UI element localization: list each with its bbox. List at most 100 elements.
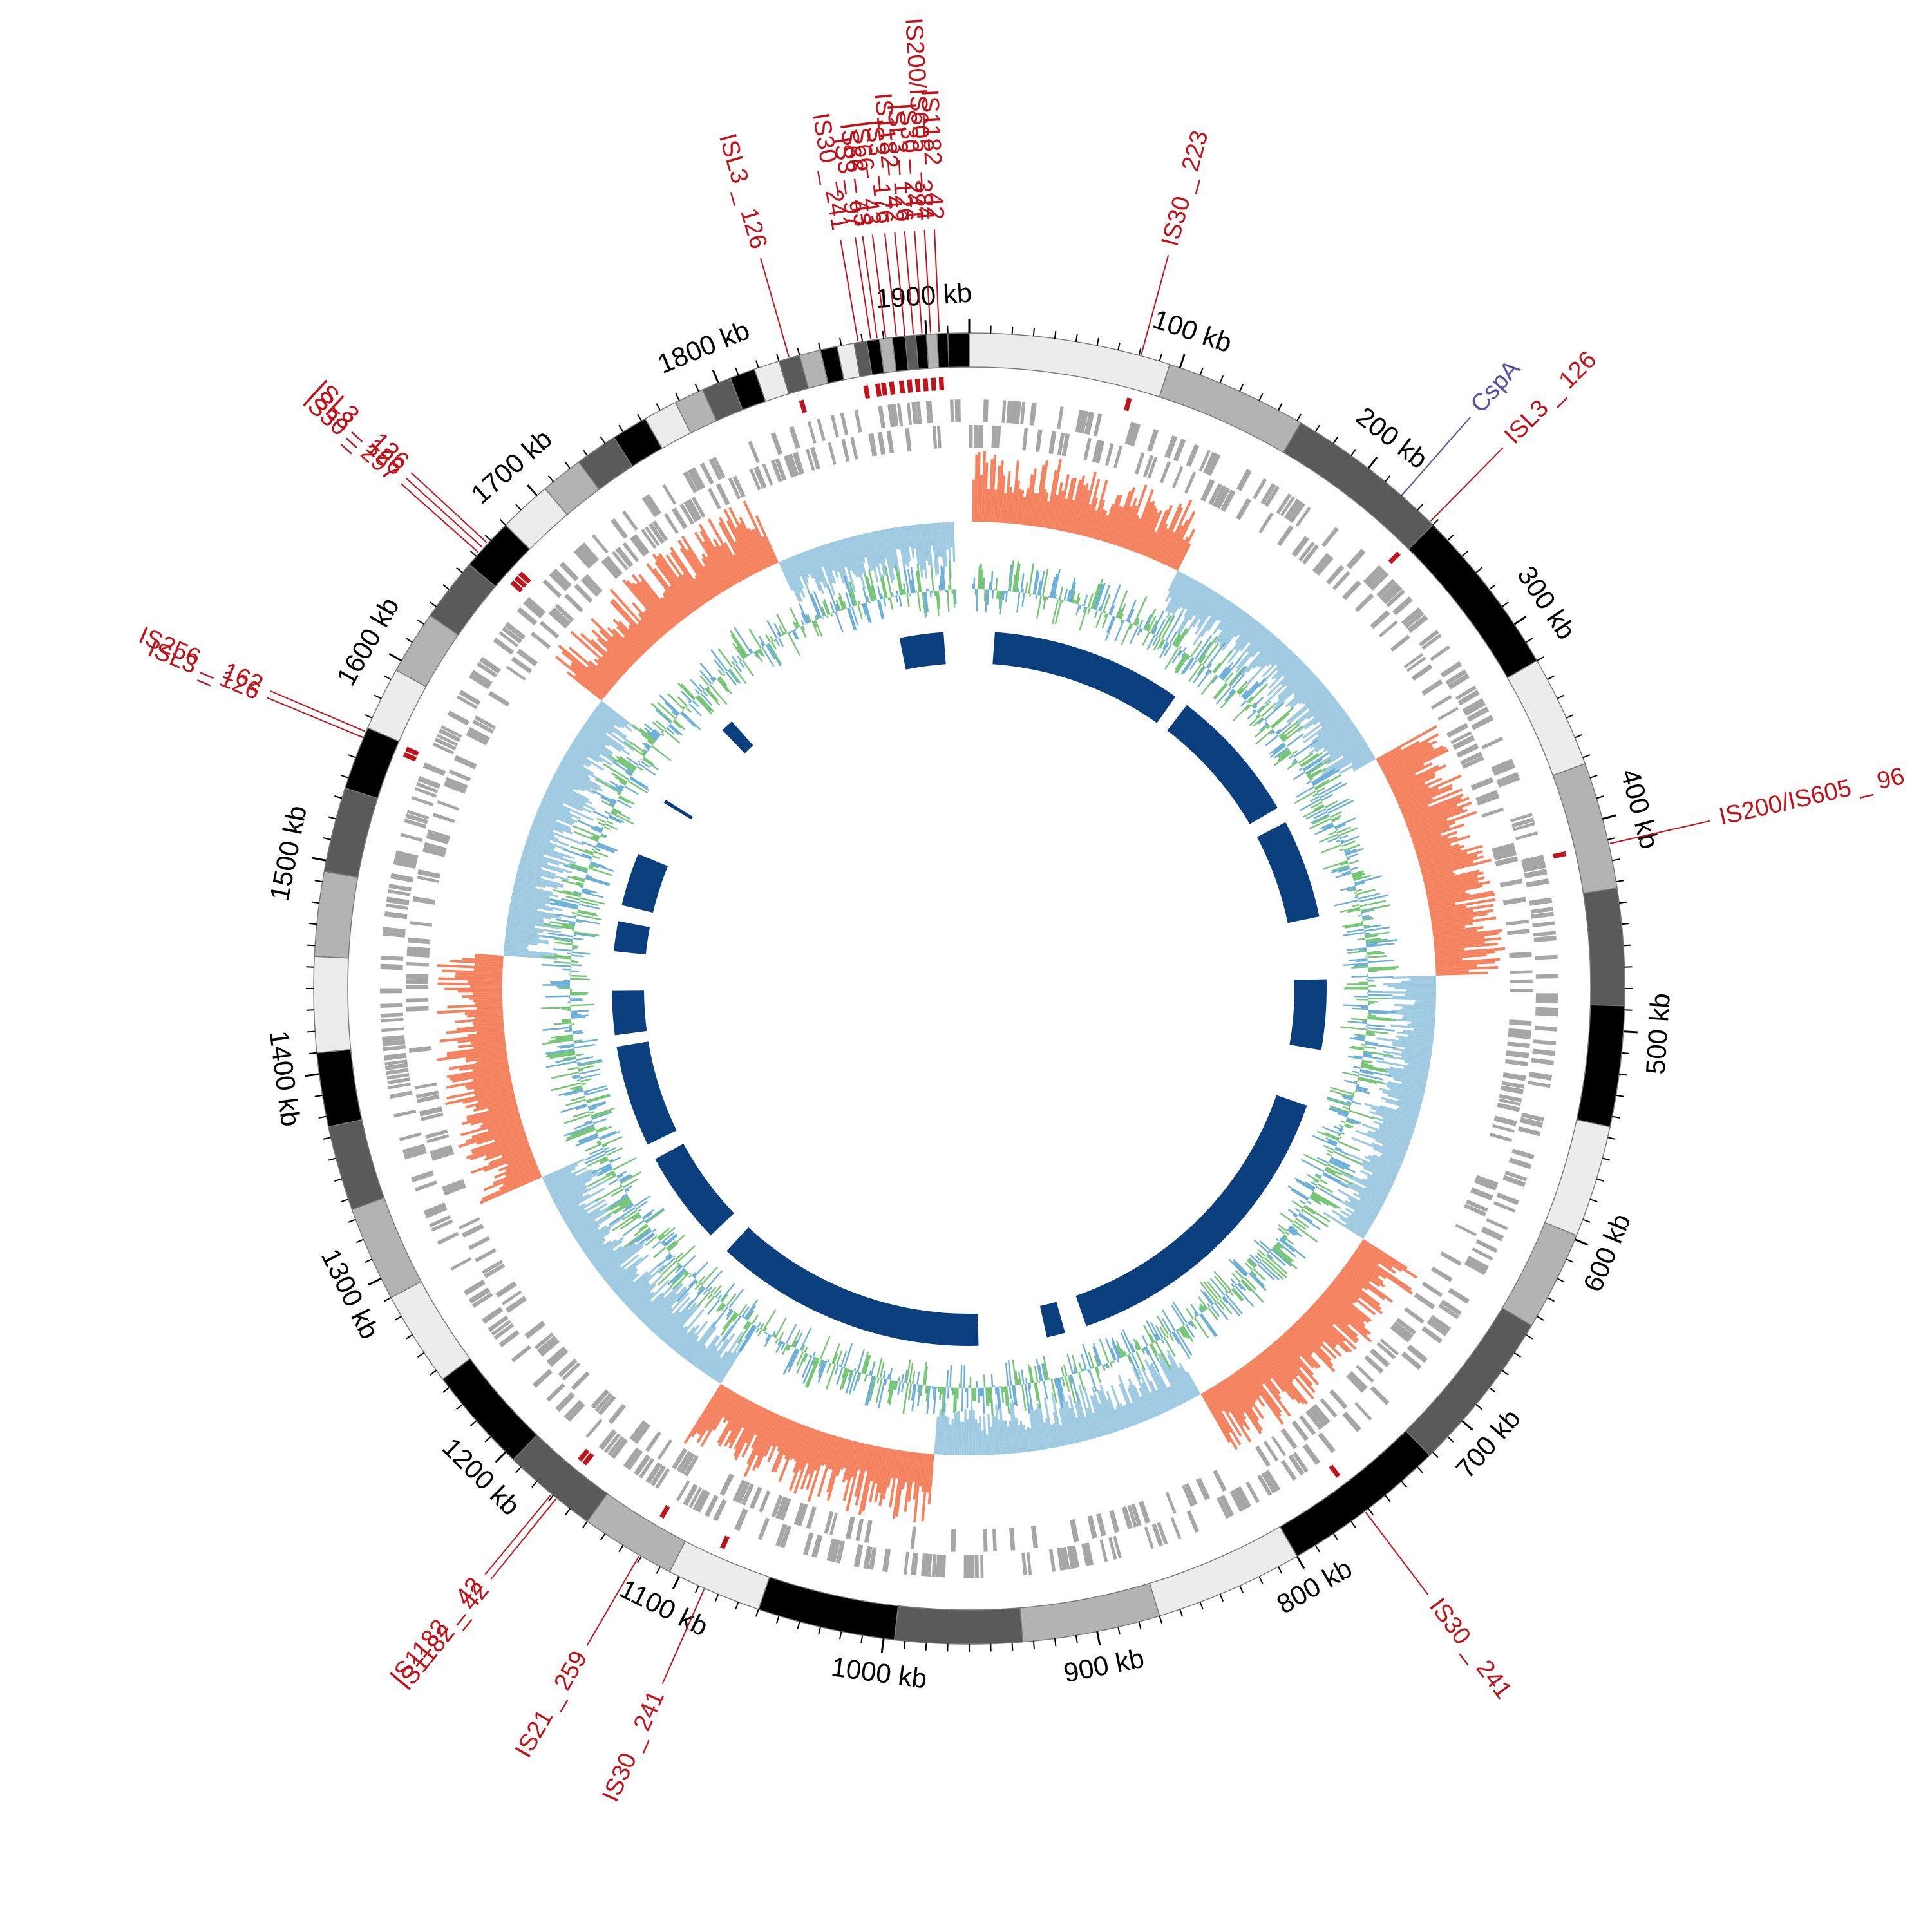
gc-skew-bar (1083, 478, 1101, 536)
is-element-mark (405, 746, 419, 757)
gc-skew-bar (699, 1324, 734, 1372)
gc-content-bar (1343, 1004, 1368, 1007)
is-label: IS30 _ 223 (1157, 128, 1214, 249)
scale-block (313, 956, 352, 1054)
blast-segment (612, 990, 647, 1036)
gc-content-bar (1021, 1384, 1027, 1411)
gc-skew-bar (542, 799, 571, 813)
gc-skew-bar (951, 522, 956, 562)
gc-skew-bar (1403, 1066, 1429, 1074)
gc-content-bar (1349, 1110, 1375, 1120)
gene-bar (904, 1551, 909, 1575)
gc-skew-bar (1415, 836, 1458, 852)
gene-bar (1498, 776, 1520, 788)
gene-bar (775, 1496, 788, 1519)
gc-content-bar (1224, 672, 1234, 683)
gc-skew-bar (1397, 1031, 1434, 1037)
gc-content-bar (638, 763, 656, 776)
gc-skew-bar (1135, 505, 1157, 554)
gc-skew-bar (1235, 630, 1272, 673)
gc-content-bar (1116, 1345, 1123, 1358)
gc-content-bar (630, 741, 647, 755)
gene-bar (1220, 1495, 1235, 1517)
gc-skew-bar (1302, 1314, 1337, 1349)
gc-skew-bar (475, 1015, 504, 1019)
gc-skew-bar (575, 1224, 600, 1242)
gc-content-bar (609, 802, 615, 807)
gene-bar (925, 400, 933, 424)
gc-content-bar (1164, 643, 1172, 656)
gc-content-bar (645, 746, 650, 751)
gc-skew-bar (1416, 835, 1471, 854)
gc-skew-bar (585, 721, 625, 750)
gc-content-bar (753, 651, 759, 658)
gc-content-bar (700, 692, 713, 706)
scale-tick (1489, 584, 1496, 591)
gc-skew-bar (650, 1307, 673, 1331)
gc-skew-bar (504, 944, 527, 949)
gc-content-bar (578, 1065, 595, 1070)
scale-tick (1557, 1278, 1565, 1283)
gc-content-bar (1325, 1168, 1336, 1175)
gc-content-bar (571, 1095, 585, 1102)
gc-content-bar (1081, 604, 1084, 606)
gene-bar (1332, 571, 1350, 591)
gc-content-bar (1325, 1166, 1342, 1176)
gc-content-bar (704, 1295, 715, 1309)
gc-content-bar (1120, 619, 1123, 623)
gc-skew-bar (789, 556, 804, 589)
gene-bar (611, 551, 629, 571)
gc-content-bar (1150, 1321, 1161, 1340)
gene-bar (1302, 544, 1320, 565)
scale-tick (314, 880, 323, 883)
gc-content-bar (602, 1144, 608, 1148)
gene-bar (386, 1073, 410, 1080)
gc-content-bar (1001, 1386, 1005, 1403)
gc-skew-bar (1213, 607, 1241, 645)
gc-skew-bar (653, 567, 690, 616)
gene-bar (749, 1486, 762, 1510)
gc-skew-bar (882, 1448, 893, 1500)
gc-content-bar (571, 1074, 580, 1078)
scale-tick (1011, 327, 1014, 335)
gc-content-bar (1253, 705, 1258, 710)
gene-bar (878, 406, 886, 429)
gc-content-bar (573, 1086, 583, 1091)
gc-skew-bar (1378, 741, 1420, 766)
gc-skew-bar (1351, 751, 1373, 765)
gc-content-bar (1347, 1021, 1367, 1025)
gc-skew-bar (874, 531, 886, 577)
blast-segment (616, 1041, 677, 1145)
gc-skew-bar (1294, 1322, 1332, 1361)
gc-skew-bar (1029, 493, 1036, 526)
gene-bar (1475, 790, 1499, 802)
gc-skew-bar (1063, 477, 1077, 532)
gc-content-bar (1309, 777, 1314, 781)
gc-skew-bar (1271, 1342, 1316, 1393)
gc-content-bar (866, 596, 870, 603)
gc-content-bar (1294, 757, 1296, 759)
gc-content-bar (554, 902, 579, 909)
gc-content-bar (904, 1369, 908, 1383)
gc-content-bar (641, 752, 646, 756)
gc-content-bar (1198, 636, 1218, 663)
gc-skew-bar (892, 527, 898, 549)
gc-content-bar (620, 1175, 632, 1183)
gc-content-bar (1364, 1043, 1396, 1049)
scale-tick (1179, 354, 1186, 368)
gc-content-bar (861, 1351, 869, 1374)
gene-bar (1367, 568, 1386, 588)
gc-content-bar (706, 687, 719, 702)
gc-content-bar (1347, 929, 1365, 933)
gc-skew-bar (1382, 1050, 1431, 1061)
gc-content-bar (1265, 1255, 1288, 1274)
gc-content-bar (1329, 1159, 1356, 1173)
gc-skew-bar (520, 858, 564, 873)
gene-bar (863, 1546, 873, 1569)
gc-skew-bar (517, 867, 555, 880)
gene-bar (688, 1486, 703, 1508)
gc-content-bar (1322, 1173, 1349, 1188)
gc-skew-bar (1385, 1068, 1428, 1079)
gc-skew-bar (1009, 1402, 1017, 1454)
gc-skew-bar (567, 1202, 608, 1228)
